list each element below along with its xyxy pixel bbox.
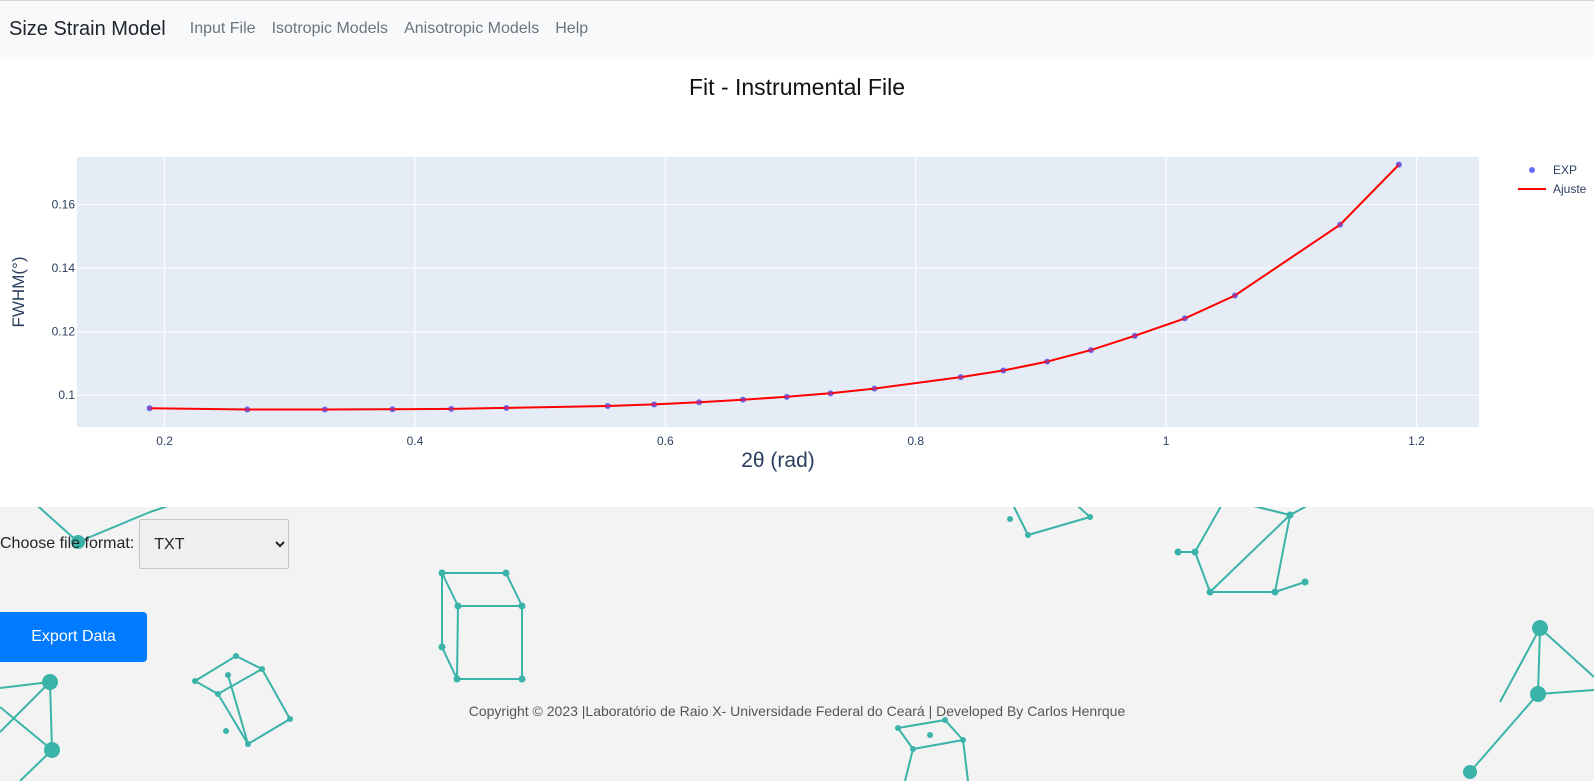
exp-point-overlap (245, 407, 250, 412)
exp-point-overlap (147, 406, 152, 411)
y-axis-label: FWHM(°) (9, 257, 28, 328)
exp-point-overlap (1396, 162, 1401, 167)
navbar-brand[interactable]: Size Strain Model (9, 17, 166, 40)
fit-line (149, 163, 1400, 411)
exp-point-overlap (390, 407, 395, 412)
export-data-button[interactable]: Export Data (0, 612, 147, 662)
navbar: Size Strain Model Input File Isotropic M… (0, 0, 1594, 57)
exp-point-overlap (1045, 359, 1050, 364)
x-tick-label: 0.8 (907, 434, 924, 448)
exp-point-overlap (1132, 333, 1137, 338)
exp-point-overlap (1088, 348, 1093, 353)
chart-title: Fit - Instrumental File (689, 74, 905, 100)
x-axis-label: 2θ (rad) (741, 449, 815, 472)
file-format-select[interactable]: TXT (139, 519, 290, 569)
legend-label[interactable]: Ajuste (1553, 182, 1587, 196)
exp-point-overlap (1338, 222, 1343, 227)
y-tick-label: 0.16 (52, 198, 76, 212)
exp-point-overlap (784, 394, 789, 399)
x-tick-label: 1.2 (1408, 434, 1425, 448)
exp-point-overlap (504, 405, 509, 410)
footer-copyright: Copyright © 2023 |Laboratório de Raio X-… (468, 703, 1126, 719)
legend-marker-exp[interactable] (1529, 167, 1535, 173)
grid-lines (77, 157, 1479, 427)
fit-chart: Fit - Instrumental File 0.2 0.4 0.6 0.8 1 1.2… (9, 74, 1587, 472)
y-tick-label: 0.14 (52, 261, 76, 275)
nav-link-input-file[interactable]: Input File (189, 20, 256, 37)
y-tick-label: 0.1 (58, 388, 75, 402)
axis-ticks: 0.2 0.4 0.6 0.8 1 1.2 0.1 0.12 0.14 0.16 (52, 198, 1425, 448)
exp-point-overlap (872, 386, 877, 391)
plot-area (77, 157, 1479, 427)
exp-point-overlap (1182, 316, 1187, 321)
exp-point-overlap (449, 406, 454, 411)
exp-point-overlap (605, 404, 610, 409)
file-format-row: Choose file format: TXT (0, 519, 290, 569)
file-format-label: Choose file format: (0, 535, 135, 552)
exp-point-overlap (322, 407, 327, 412)
exp-point-overlap (1001, 368, 1006, 373)
y-tick-label: 0.12 (52, 325, 76, 339)
exp-point-overlap (740, 397, 745, 402)
exp-point-overlap (828, 391, 833, 396)
nav-link-anisotropic-models[interactable]: Anisotropic Models (404, 20, 540, 37)
legend[interactable]: EXP Ajuste (1518, 163, 1587, 196)
legend-label[interactable]: EXP (1553, 163, 1577, 177)
molecule-background-decoration (0, 507, 1594, 781)
x-tick-label: 0.6 (657, 434, 674, 448)
x-tick-label: 0.2 (156, 434, 173, 448)
exp-point-overlap (697, 400, 702, 405)
exp-point-overlap (958, 375, 963, 380)
x-tick-label: 1 (1163, 434, 1170, 448)
plot-panel: Fit - Instrumental File 0.2 0.4 0.6 0.8 1 1.2… (0, 57, 1594, 507)
series-layer (146, 161, 1402, 413)
nav-link-isotropic-models[interactable]: Isotropic Models (271, 20, 389, 37)
exp-point-overlap (1232, 293, 1237, 298)
x-tick-label: 0.4 (407, 434, 424, 448)
nav-link-help[interactable]: Help (555, 20, 589, 37)
exp-point-overlap (652, 402, 657, 407)
